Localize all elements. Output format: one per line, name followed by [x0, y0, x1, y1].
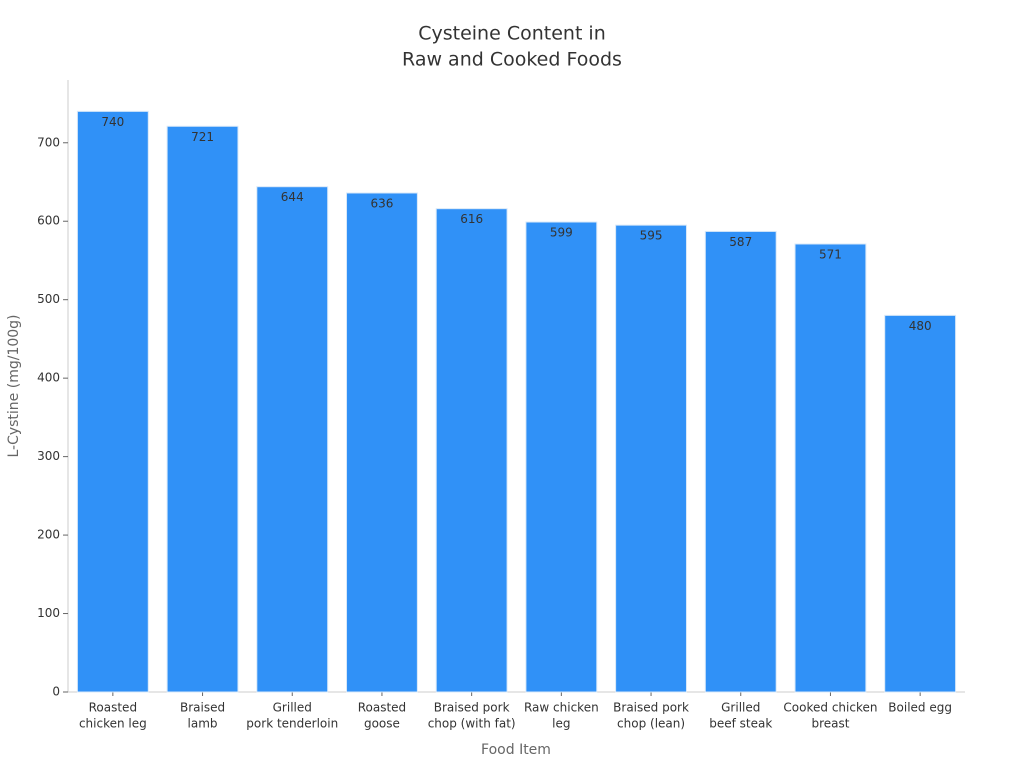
- x-tick-label: lamb: [188, 717, 218, 731]
- x-tick-label: Grilled: [273, 701, 312, 715]
- y-tick-label: 100: [37, 606, 60, 620]
- bar: [76, 110, 149, 693]
- bar: [435, 208, 508, 693]
- x-tick-label: Roasted: [89, 701, 137, 715]
- y-tick-label: 700: [37, 135, 60, 149]
- bar: [704, 230, 777, 693]
- value-label: 571: [819, 247, 842, 261]
- x-tick-label: Roasted: [358, 701, 406, 715]
- x-tick-label: Grilled: [721, 701, 760, 715]
- y-tick-label: 300: [37, 449, 60, 463]
- x-tick-label: leg: [552, 717, 570, 731]
- value-label: 740: [101, 115, 124, 129]
- value-label: 587: [729, 235, 752, 249]
- value-label: 636: [370, 196, 393, 210]
- x-tick-label: Boiled egg: [888, 701, 952, 715]
- x-tick-label: Braised pork: [613, 701, 689, 715]
- chart-title: Cysteine Content in: [418, 23, 606, 45]
- value-label: 644: [281, 190, 304, 204]
- bar: [166, 125, 239, 693]
- x-tick-label: breast: [811, 717, 849, 731]
- chart-title: Raw and Cooked Foods: [402, 49, 622, 71]
- value-label: 480: [909, 319, 932, 333]
- bar: [256, 186, 329, 693]
- x-tick-label: chop (lean): [617, 717, 685, 731]
- y-tick-label: 200: [37, 528, 60, 542]
- x-tick-label: Cooked chicken: [783, 701, 877, 715]
- y-tick-label: 600: [37, 214, 60, 228]
- x-tick-label: beef steak: [709, 717, 772, 731]
- x-tick-label: Braised: [180, 701, 225, 715]
- bar: [346, 192, 418, 693]
- bar: [794, 243, 867, 693]
- x-tick-label: goose: [364, 717, 400, 731]
- x-tick-label: Braised pork: [434, 701, 510, 715]
- x-tick-label: pork tenderloin: [246, 717, 338, 731]
- value-label: 595: [640, 229, 663, 243]
- bar: [884, 314, 957, 693]
- x-tick-label: chicken leg: [79, 717, 147, 731]
- value-label: 599: [550, 226, 573, 240]
- y-tick-label: 500: [37, 292, 60, 306]
- y-axis-label: L-Cystine (mg/100g): [6, 314, 22, 457]
- x-axis-label: Food Item: [481, 742, 551, 758]
- x-tick-label: chop (with fat): [428, 717, 516, 731]
- bar: [525, 221, 598, 693]
- y-tick-label: 400: [37, 371, 60, 385]
- bar: [615, 224, 687, 693]
- y-tick-label: 0: [52, 685, 60, 699]
- value-label: 721: [191, 130, 214, 144]
- value-label: 616: [460, 212, 483, 226]
- x-tick-label: Raw chicken: [524, 701, 599, 715]
